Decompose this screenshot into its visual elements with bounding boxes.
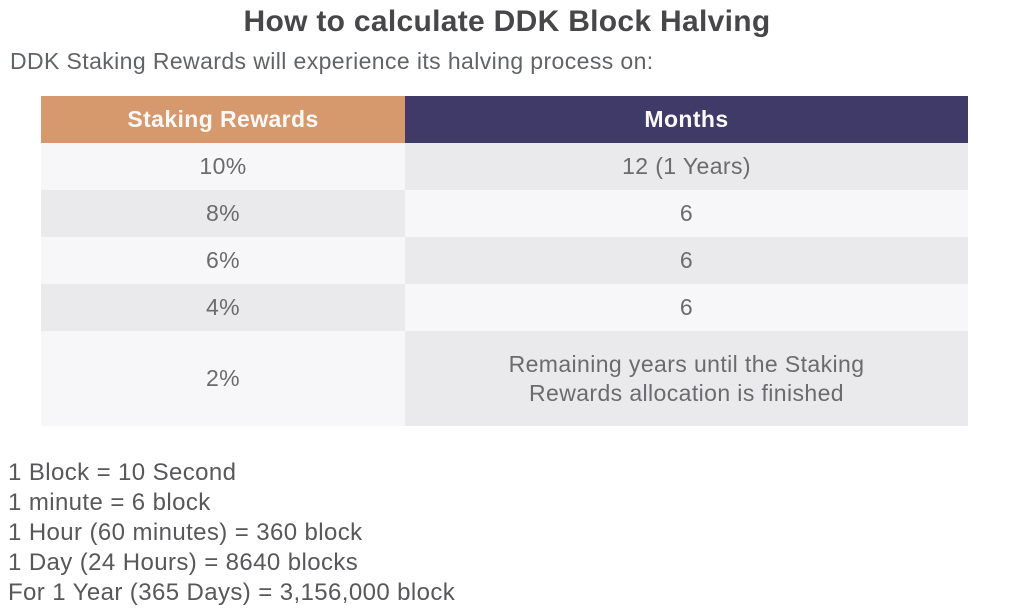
table-row: 4% 6 [41, 284, 968, 331]
page-subtitle: DDK Staking Rewards will experience its … [10, 48, 654, 74]
table-header-row: Staking Rewards Months [41, 96, 968, 143]
cell-staking-rewards-8: 8% [41, 190, 405, 237]
note-line: 1 Block = 10 Second [8, 459, 237, 486]
note-line: 1 Hour (60 minutes) = 360 block [8, 519, 363, 546]
cell-staking-rewards-4: 4% [41, 284, 405, 331]
cell-staking-rewards-6: 6% [41, 237, 405, 284]
table-row: 6% 6 [41, 237, 968, 284]
document-page: How to calculate DDK Block Halving DDK S… [0, 4, 1014, 610]
note-line: 1 Day (24 Hours) = 8640 blocks [8, 549, 359, 576]
cell-months-10: 12 (1 Years) [405, 143, 968, 190]
cell-months-4: 6 [405, 284, 968, 331]
cell-months-6: 6 [405, 237, 968, 284]
cell-months-8: 6 [405, 190, 968, 237]
halving-table: Staking Rewards Months 10% 12 (1 Years) … [41, 96, 968, 426]
header-staking-rewards: Staking Rewards [41, 96, 405, 143]
block-conversion-notes: 1 Block = 10 Second 1 minute = 6 block 1… [8, 458, 1014, 608]
note-line: 1 minute = 6 block [8, 489, 211, 516]
table-row: 8% 6 [41, 190, 968, 237]
table-row: 2% Remaining years until the Staking Rew… [41, 331, 968, 426]
note-line: For 1 Year (365 Days) = 3,156,000 block [8, 579, 456, 606]
header-months: Months [405, 96, 968, 143]
cell-months-2: Remaining years until the Staking Reward… [405, 331, 968, 426]
cell-staking-rewards-10: 10% [41, 143, 405, 190]
table-row: 10% 12 (1 Years) [41, 143, 968, 190]
page-title: How to calculate DDK Block Halving [243, 5, 771, 38]
cell-staking-rewards-2: 2% [41, 331, 405, 426]
